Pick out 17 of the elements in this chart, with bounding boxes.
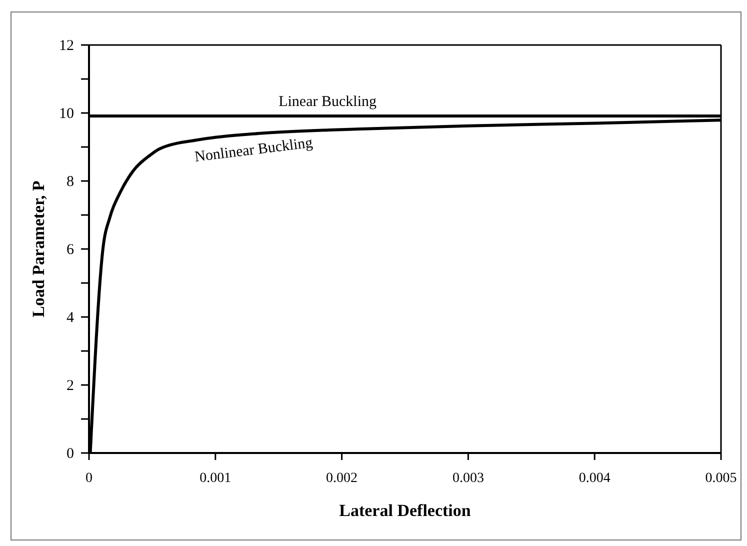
text: Nonlinear Buckling <box>194 135 314 166</box>
y-tick-label: 8 <box>66 174 74 190</box>
x-tick-label: 0.001 <box>200 470 232 486</box>
x-tick-label: 0.004 <box>578 470 610 486</box>
y-tick-label: 6 <box>66 242 74 258</box>
x-tick-label: 0.003 <box>452 470 484 486</box>
x-tick-label: 0.002 <box>326 470 358 486</box>
y-tick-label: 10 <box>59 106 74 122</box>
y-tick-label: 2 <box>66 378 74 394</box>
x-tick-label: 0 <box>86 470 92 486</box>
y-tick-label: 12 <box>59 38 74 54</box>
y-tick-label: 4 <box>66 310 74 326</box>
x-axis-title: Lateral Deflection <box>339 501 472 520</box>
series-label: Linear Buckling <box>278 94 377 110</box>
y-axis-title: Load Parameter, P <box>29 180 48 318</box>
x-tick-label: 0.005 <box>705 470 737 486</box>
y-tick-label: 0 <box>66 446 74 462</box>
